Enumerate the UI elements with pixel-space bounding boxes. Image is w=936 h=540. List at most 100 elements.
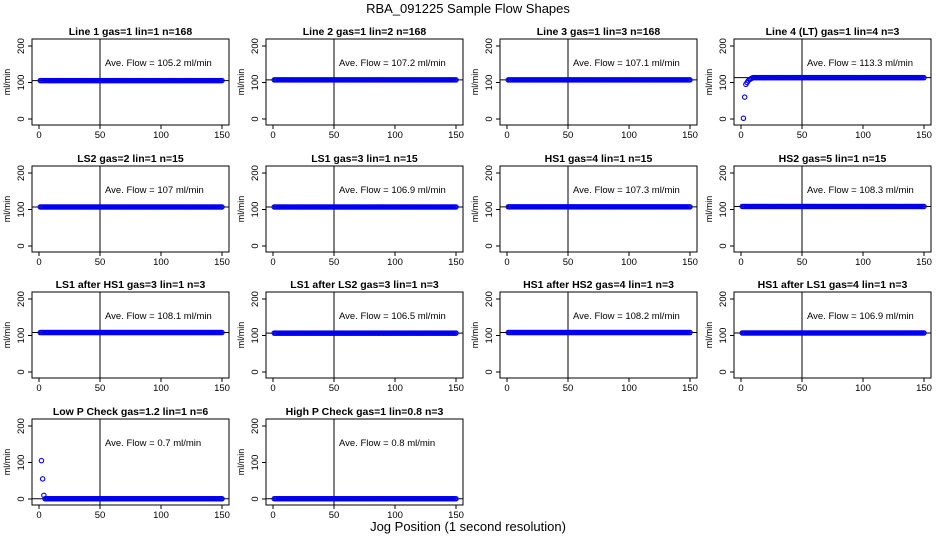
y-tick-label: 100	[484, 75, 495, 91]
y-axis-label: ml/min	[470, 322, 480, 349]
x-tick-label: 0	[36, 383, 41, 394]
x-tick-label: 150	[916, 130, 932, 141]
y-tick-label: 100	[484, 328, 495, 344]
data-point	[219, 204, 225, 210]
x-tick-label: 0	[36, 510, 41, 521]
x-tick-label: 0	[270, 510, 275, 521]
average-annotation: Ave. Flow = 106.9 ml/min	[339, 185, 446, 196]
y-axis-label: ml/min	[236, 196, 246, 223]
panel-title: HS2 gas=5 lin=1 n=15	[779, 153, 887, 165]
plot-frame	[733, 38, 932, 126]
y-tick-label: 100	[484, 202, 495, 218]
panel-title: Line 3 gas=1 lin=3 n=168	[537, 26, 661, 38]
x-tick-label: 50	[563, 257, 574, 268]
data-point	[453, 77, 459, 83]
y-tick-label: 100	[718, 75, 729, 91]
panel-7: HS1 gas=4 lin=1 n=15 0 50 100 150 0 100 200 ml/m…	[470, 153, 698, 268]
y-tick-label: 200	[250, 38, 261, 54]
panel-2: Line 2 gas=1 lin=2 n=168 0 50 100 150 0 100 200…	[236, 26, 464, 141]
x-tick-label: 100	[387, 510, 403, 521]
panel-title: Line 4 (LT) gas=1 lin=4 n=3	[766, 26, 900, 38]
data-point	[921, 74, 927, 81]
y-tick-label: 100	[250, 202, 261, 218]
average-annotation: Ave. Flow = 108.3 ml/min	[807, 185, 914, 196]
x-tick-label: 0	[270, 383, 275, 394]
x-tick-label: 50	[95, 510, 106, 521]
x-tick-label: 0	[36, 130, 41, 141]
panel-6: LS1 gas=3 lin=1 n=15 0 50 100 150 0 100 200 ml/m…	[236, 153, 464, 268]
x-tick-label: 150	[214, 510, 230, 521]
y-tick-label: 200	[484, 165, 495, 181]
y-tick-label: 100	[16, 202, 27, 218]
y-axis-label: ml/min	[704, 322, 714, 349]
panel-12: HS1 after LS1 gas=4 lin=1 n=3 0 50 100 150 0 1…	[704, 279, 932, 394]
data-points	[739, 203, 927, 210]
x-tick-label: 100	[621, 130, 637, 141]
y-axis-label: ml/min	[236, 449, 246, 476]
data-points	[37, 204, 225, 210]
panel-11: HS1 after HS2 gas=4 lin=1 n=3 0 50 100 150 0 1…	[470, 279, 698, 394]
data-points	[271, 495, 459, 502]
x-tick-label: 50	[563, 130, 574, 141]
y-tick-label: 200	[484, 38, 495, 54]
x-tick-label: 50	[95, 130, 106, 141]
y-tick-label: 0	[16, 116, 27, 121]
panel-title: LS1 after LS2 gas=3 lin=1 n=3	[290, 279, 439, 291]
y-tick-label: 100	[16, 75, 27, 91]
y-tick-label: 100	[250, 75, 261, 91]
panel-title: HS1 after LS1 gas=4 lin=1 n=3	[758, 279, 908, 291]
data-point	[453, 495, 459, 502]
panel-title: Low P Check gas=1.2 lin=1 n=6	[53, 406, 208, 418]
data-points	[37, 77, 225, 84]
y-tick-label: 100	[16, 328, 27, 344]
x-tick-label: 50	[329, 130, 340, 141]
x-tick-label: 100	[387, 383, 403, 394]
data-points	[505, 204, 693, 210]
plot-frame	[31, 418, 230, 506]
data-points	[505, 329, 693, 336]
data-points	[505, 77, 693, 83]
panel-10: LS1 after LS2 gas=3 lin=1 n=3 0 50 100 150 0 1…	[236, 279, 464, 394]
y-tick-label: 200	[250, 418, 261, 434]
y-axis-label: ml/min	[470, 69, 480, 96]
average-annotation: Ave. Flow = 105.2 ml/min	[105, 58, 212, 69]
y-tick-label: 0	[718, 116, 729, 121]
panel-9: LS1 after HS1 gas=3 lin=1 n=3 0 50 100 150 0 1…	[2, 279, 230, 394]
x-tick-label: 150	[448, 257, 464, 268]
x-tick-label: 150	[214, 130, 230, 141]
y-tick-label: 100	[250, 455, 261, 471]
x-tick-label: 150	[448, 510, 464, 521]
y-tick-label: 0	[718, 243, 729, 248]
y-tick-label: 200	[718, 291, 729, 307]
data-point	[453, 330, 459, 336]
x-tick-label: 0	[270, 130, 275, 141]
x-tick-label: 150	[448, 130, 464, 141]
average-annotation: Ave. Flow = 113.3 ml/min	[807, 58, 913, 69]
y-axis-label: ml/min	[2, 69, 12, 96]
y-axis-label: ml/min	[236, 69, 246, 96]
x-tick-label: 100	[153, 130, 169, 141]
x-tick-label: 100	[855, 257, 871, 268]
panel-8: HS2 gas=5 lin=1 n=15 0 50 100 150 0 100 200 ml/m…	[704, 153, 932, 268]
average-annotation: Ave. Flow = 107.2 ml/min	[339, 58, 446, 69]
average-annotation: Ave. Flow = 106.5 ml/min	[339, 311, 446, 322]
x-tick-label: 0	[504, 383, 509, 394]
data-point	[219, 77, 225, 84]
x-tick-label: 50	[95, 383, 106, 394]
x-tick-label: 50	[329, 257, 340, 268]
data-points	[271, 204, 459, 210]
panel-14: High P Check gas=1 lin=0.8 n=3 0 50 100 150 0…	[236, 406, 464, 521]
y-tick-label: 100	[718, 328, 729, 344]
data-points	[740, 74, 927, 122]
x-tick-label: 150	[682, 257, 698, 268]
y-tick-label: 0	[250, 243, 261, 248]
data-point	[219, 329, 225, 336]
x-tick-label: 100	[621, 383, 637, 394]
y-tick-label: 200	[250, 165, 261, 181]
panel-title: Line 2 gas=1 lin=2 n=168	[303, 26, 427, 38]
data-point	[921, 330, 927, 336]
x-tick-label: 50	[797, 257, 808, 268]
panel-5: LS2 gas=2 lin=1 n=15 0 50 100 150 0 100 200 ml/m…	[2, 153, 230, 268]
y-tick-label: 0	[484, 369, 495, 374]
y-tick-label: 200	[718, 165, 729, 181]
